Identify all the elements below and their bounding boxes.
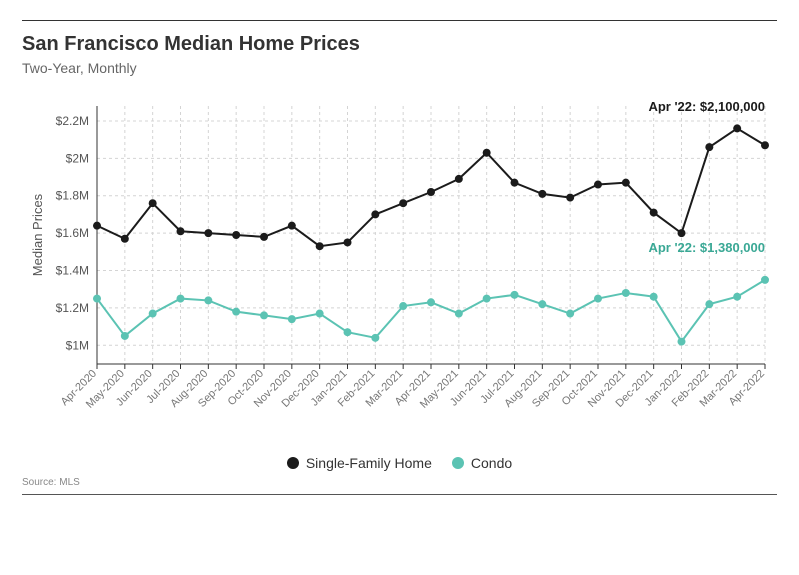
legend-item: Single-Family Home <box>287 455 432 471</box>
series-end-label: Apr '22: $2,100,000 <box>648 99 765 114</box>
y-tick-label: $1.2M <box>56 301 89 315</box>
data-point <box>511 179 519 187</box>
data-point <box>733 293 741 301</box>
y-tick-label: $2M <box>66 151 89 165</box>
y-tick-label: $2.2M <box>56 114 89 128</box>
data-point <box>733 124 741 132</box>
y-axis-title: Median Prices <box>30 193 45 276</box>
data-point <box>177 295 185 303</box>
data-point <box>622 289 630 297</box>
y-tick-label: $1.8M <box>56 189 89 203</box>
data-point <box>149 199 157 207</box>
data-point <box>316 310 324 318</box>
data-point <box>650 209 658 217</box>
data-point <box>622 179 630 187</box>
legend-swatch <box>287 457 299 469</box>
data-point <box>149 310 157 318</box>
data-point <box>232 231 240 239</box>
data-point <box>705 300 713 308</box>
data-point <box>344 328 352 336</box>
series-end-label: Apr '22: $1,380,000 <box>648 240 765 255</box>
data-point <box>232 308 240 316</box>
data-point <box>93 222 101 230</box>
data-point <box>594 181 602 189</box>
chart-title: San Francisco Median Home Prices <box>22 33 777 56</box>
data-point <box>455 175 463 183</box>
y-tick-label: $1.4M <box>56 264 89 278</box>
chart-subtitle: Two-Year, Monthly <box>22 60 777 76</box>
data-point <box>538 190 546 198</box>
source-value: MLS <box>59 477 80 488</box>
data-point <box>678 229 686 237</box>
data-point <box>204 296 212 304</box>
data-point <box>538 300 546 308</box>
top-rule <box>22 20 777 21</box>
data-point <box>566 310 574 318</box>
data-point <box>427 188 435 196</box>
data-point <box>344 238 352 246</box>
data-point <box>594 295 602 303</box>
data-point <box>260 233 268 241</box>
source-line: Source: MLS <box>22 477 777 488</box>
data-point <box>371 334 379 342</box>
y-tick-label: $1.6M <box>56 226 89 240</box>
data-point <box>399 199 407 207</box>
data-point <box>288 222 296 230</box>
data-point <box>121 332 129 340</box>
data-point <box>371 210 379 218</box>
data-point <box>761 276 769 284</box>
data-point <box>316 242 324 250</box>
data-point <box>288 315 296 323</box>
data-point <box>427 298 435 306</box>
data-point <box>93 295 101 303</box>
y-tick-label: $1M <box>66 338 89 352</box>
data-point <box>705 143 713 151</box>
legend-item: Condo <box>452 455 512 471</box>
data-point <box>650 293 658 301</box>
data-point <box>678 338 686 346</box>
data-point <box>483 149 491 157</box>
legend: Single-Family Home Condo <box>22 455 777 471</box>
data-point <box>455 310 463 318</box>
chart-area: $1M$1.2M$1.4M$1.6M$1.8M$2M$2.2MApr-2020M… <box>22 86 777 451</box>
data-point <box>260 311 268 319</box>
data-point <box>566 194 574 202</box>
bottom-rule <box>22 494 777 495</box>
chart-card: San Francisco Median Home Prices Two-Yea… <box>0 0 799 575</box>
line-chart-svg: $1M$1.2M$1.4M$1.6M$1.8M$2M$2.2MApr-2020M… <box>22 86 777 446</box>
data-point <box>204 229 212 237</box>
data-point <box>511 291 519 299</box>
data-point <box>761 141 769 149</box>
source-label: Source: <box>22 477 56 488</box>
legend-swatch <box>452 457 464 469</box>
data-point <box>177 227 185 235</box>
data-point <box>399 302 407 310</box>
legend-label: Single-Family Home <box>306 455 432 471</box>
legend-label: Condo <box>471 455 512 471</box>
data-point <box>121 235 129 243</box>
data-point <box>483 295 491 303</box>
